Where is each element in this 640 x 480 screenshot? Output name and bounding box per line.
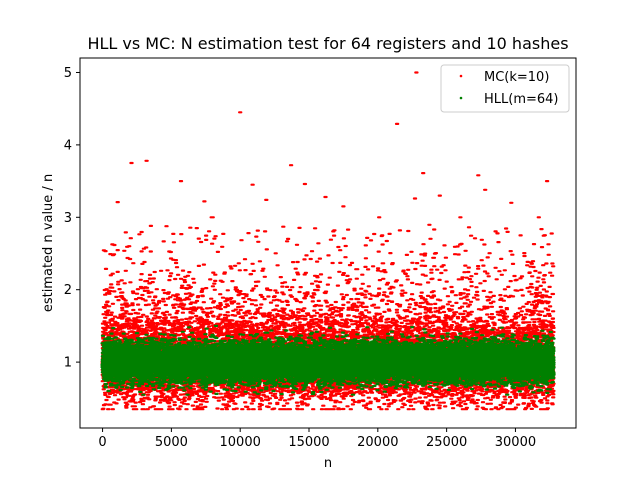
legend-marker-mc bbox=[459, 74, 463, 78]
plot-frame bbox=[79, 57, 577, 429]
legend-label-mc: MC(k=10) bbox=[484, 70, 549, 85]
x-tick-label: 25000 bbox=[426, 435, 467, 450]
series-hll-points bbox=[100, 324, 556, 396]
x-tick-label: 10000 bbox=[220, 435, 261, 450]
y-tick-label: 1 bbox=[64, 356, 72, 371]
scatter-layer bbox=[100, 71, 556, 411]
x-axis-label: n bbox=[324, 456, 332, 471]
x-tick-label: 0 bbox=[98, 435, 106, 450]
y-tick-label: 3 bbox=[64, 211, 72, 226]
y-tick-label: 4 bbox=[64, 138, 72, 153]
y-axis-ticks: 1 2 3 4 5 bbox=[64, 66, 80, 371]
x-tick-label: 30000 bbox=[495, 435, 536, 450]
legend: MC(k=10) HLL(m=64) bbox=[440, 64, 570, 113]
x-tick-label: 5000 bbox=[155, 435, 188, 450]
x-tick-label: 15000 bbox=[288, 435, 329, 450]
y-axis-label: estimated n value / n bbox=[41, 174, 56, 312]
y-tick-label: 5 bbox=[64, 66, 72, 81]
x-axis-ticks: 0 5000 10000 15000 20000 25000 30000 bbox=[98, 428, 536, 450]
legend-marker-hll bbox=[459, 96, 463, 100]
chart-title: HLL vs MC: N estimation test for 64 regi… bbox=[87, 34, 568, 53]
x-tick-label: 20000 bbox=[357, 435, 398, 450]
y-tick-label: 2 bbox=[64, 283, 72, 298]
legend-box bbox=[440, 64, 570, 113]
legend-label-hll: HLL(m=64) bbox=[484, 92, 559, 107]
